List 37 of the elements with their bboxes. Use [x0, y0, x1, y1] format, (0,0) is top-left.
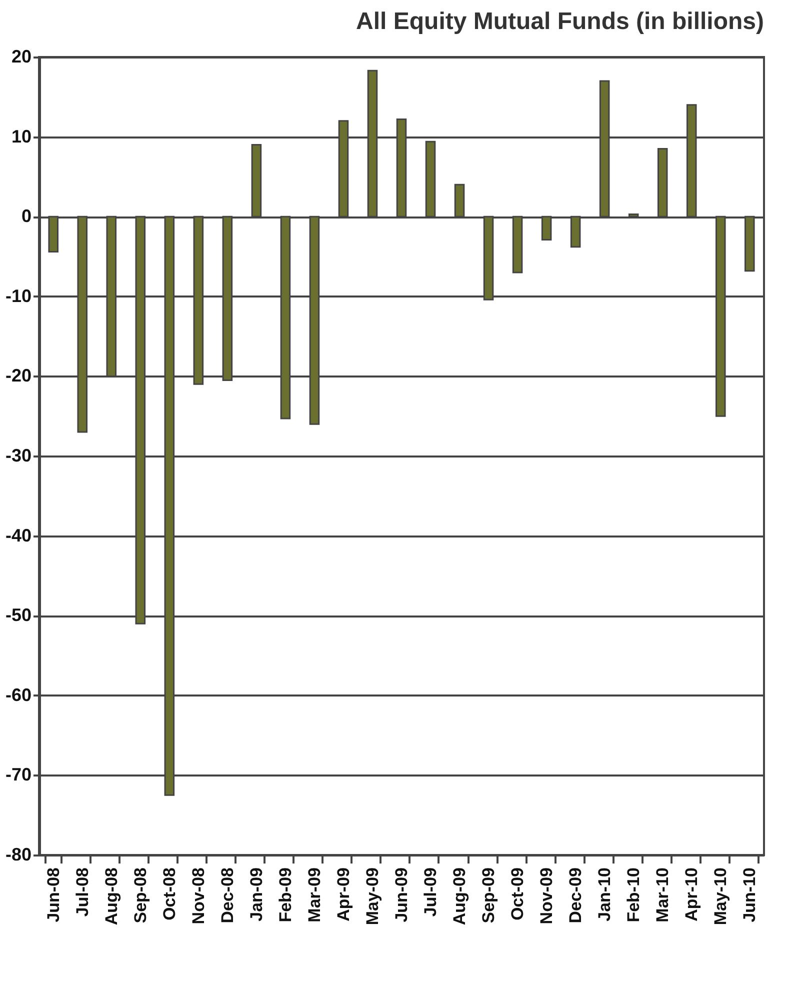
x-tick-label: Mar-10 — [653, 868, 672, 922]
x-tick-label: Jun-09 — [392, 868, 411, 922]
y-tick-label: -30 — [5, 446, 32, 466]
y-tick-label: -70 — [5, 764, 32, 785]
x-tick-label: Feb-10 — [624, 868, 644, 922]
x-tick-label: Jun-08 — [44, 868, 63, 922]
x-tick-label: May-10 — [711, 868, 730, 926]
x-tick-label: Sep-08 — [130, 868, 150, 924]
x-tick-label: Dec-09 — [566, 868, 586, 924]
x-tick-label: Apr-09 — [334, 868, 353, 922]
x-tick-label: Jun-10 — [740, 868, 760, 922]
y-tick-label: -80 — [5, 844, 32, 864]
x-tick-label: Nov-09 — [537, 868, 556, 924]
x-tick-label: Mar-09 — [304, 868, 324, 922]
x-tick-label: Aug-09 — [450, 868, 470, 926]
x-tick-label: Aug-08 — [102, 868, 121, 926]
x-tick-label: May-09 — [362, 868, 382, 926]
chart-title: All Equity Mutual Funds (in billions) — [356, 8, 764, 35]
y-tick-label: 10 — [11, 126, 32, 146]
y-tick-label: -40 — [5, 525, 32, 546]
y-tick-label: -10 — [5, 286, 32, 306]
x-tick-label: Sep-09 — [479, 868, 498, 924]
y-tick-label: -50 — [5, 605, 32, 626]
x-tick-label: Apr-10 — [682, 868, 702, 922]
x-tick-label: Jul-08 — [72, 868, 92, 917]
y-tick-label: 0 — [21, 206, 32, 226]
x-tick-label: Jul-09 — [421, 868, 440, 917]
x-tick-label: Oct-09 — [508, 868, 528, 920]
y-tick-label: 20 — [11, 46, 32, 66]
x-tick-label: Jan-10 — [595, 868, 614, 922]
y-tick-label: -60 — [5, 684, 32, 705]
x-tick-label: Jan-09 — [246, 868, 266, 922]
x-tick-label: Dec-08 — [218, 868, 237, 924]
x-tick-label: Feb-09 — [276, 868, 295, 922]
y-tick-label: -20 — [5, 366, 32, 386]
x-tick-label: Oct-08 — [160, 868, 179, 920]
x-tick-label: Nov-08 — [188, 868, 208, 924]
